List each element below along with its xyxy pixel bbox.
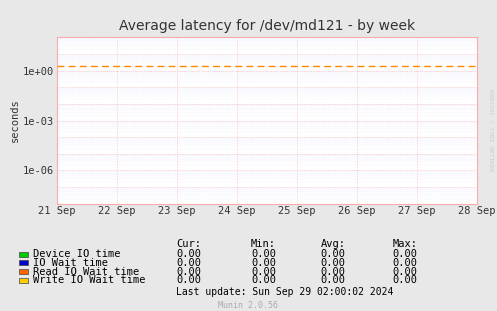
Text: Read IO Wait time: Read IO Wait time — [33, 267, 139, 276]
Text: Min:: Min: — [251, 239, 276, 249]
Text: 0.00: 0.00 — [393, 275, 417, 285]
Text: Device IO time: Device IO time — [33, 249, 120, 259]
Text: Write IO Wait time: Write IO Wait time — [33, 275, 145, 285]
Text: 0.00: 0.00 — [321, 275, 345, 285]
Text: Avg:: Avg: — [321, 239, 345, 249]
Text: 0.00: 0.00 — [176, 275, 201, 285]
Text: 0.00: 0.00 — [251, 249, 276, 259]
Title: Average latency for /dev/md121 - by week: Average latency for /dev/md121 - by week — [119, 19, 415, 33]
Text: 0.00: 0.00 — [321, 267, 345, 276]
Text: Max:: Max: — [393, 239, 417, 249]
Text: 0.00: 0.00 — [251, 267, 276, 276]
Text: 0.00: 0.00 — [176, 258, 201, 268]
Text: 0.00: 0.00 — [393, 267, 417, 276]
Text: 0.00: 0.00 — [176, 249, 201, 259]
Text: IO Wait time: IO Wait time — [33, 258, 108, 268]
Text: 0.00: 0.00 — [251, 258, 276, 268]
Text: Last update: Sun Sep 29 02:00:02 2024: Last update: Sun Sep 29 02:00:02 2024 — [176, 287, 394, 297]
Text: RRDTOOL / TOBI OETIKER: RRDTOOL / TOBI OETIKER — [489, 89, 494, 172]
Text: 0.00: 0.00 — [321, 249, 345, 259]
Text: Cur:: Cur: — [176, 239, 201, 249]
Text: 0.00: 0.00 — [393, 249, 417, 259]
Text: 0.00: 0.00 — [321, 258, 345, 268]
Text: 0.00: 0.00 — [251, 275, 276, 285]
Text: 0.00: 0.00 — [393, 258, 417, 268]
Y-axis label: seconds: seconds — [10, 99, 20, 142]
Text: Munin 2.0.56: Munin 2.0.56 — [219, 301, 278, 310]
Text: 0.00: 0.00 — [176, 267, 201, 276]
